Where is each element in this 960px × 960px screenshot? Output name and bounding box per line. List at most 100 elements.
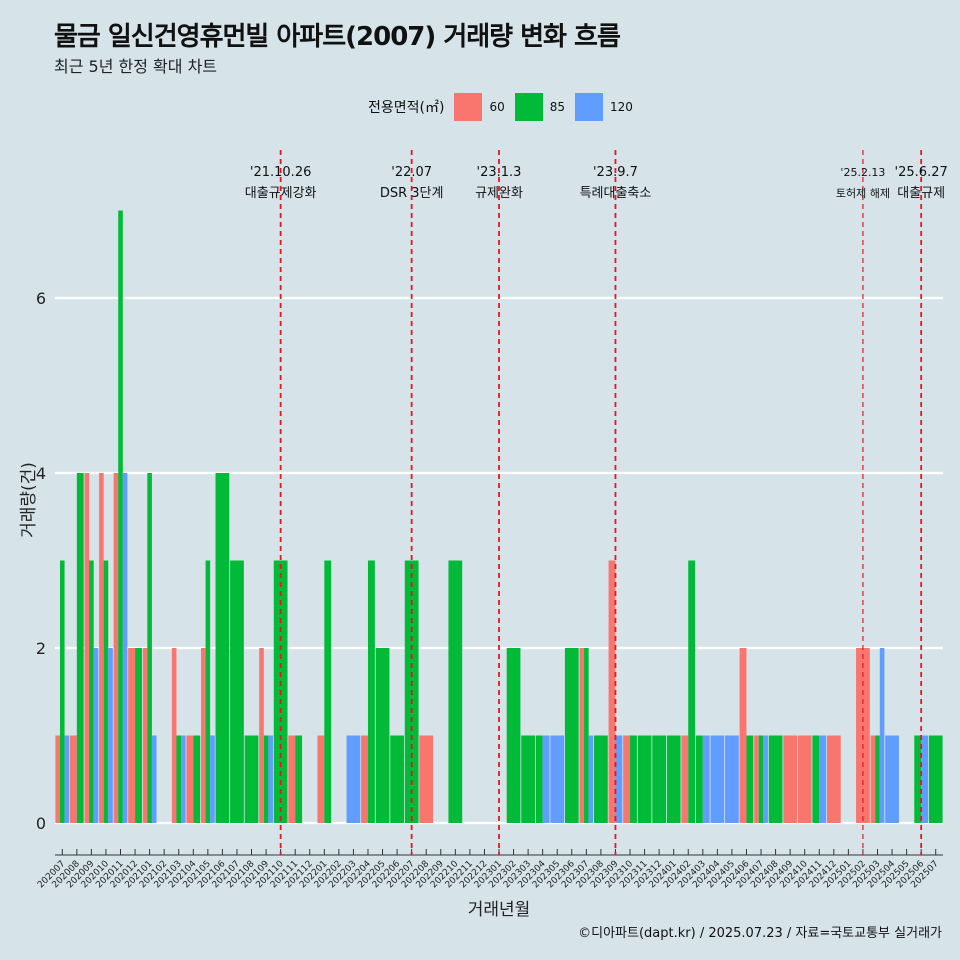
bar-85-202307 bbox=[584, 648, 589, 823]
x-axis-title: 거래년월 bbox=[468, 900, 531, 920]
bar-60-202101 bbox=[142, 648, 148, 823]
bar-85-202407 bbox=[758, 735, 764, 823]
annotation-date: '22.07 bbox=[391, 165, 432, 180]
bar-60-202402 bbox=[681, 735, 689, 823]
bar-60-202406 bbox=[739, 648, 747, 823]
bar-85-202007 bbox=[59, 560, 65, 823]
annotation-label: DSR 3단계 bbox=[380, 186, 444, 201]
annotation-date: '25.6.27 bbox=[895, 165, 948, 180]
annotation-date: '23.1.3 bbox=[477, 165, 522, 180]
legend-swatch-60 bbox=[454, 93, 483, 121]
bar-60-202104 bbox=[186, 735, 194, 823]
bar-120-202407 bbox=[763, 735, 768, 823]
bar-85-202204 bbox=[367, 560, 375, 823]
bar-120-202101 bbox=[151, 735, 157, 823]
bar-85-202403 bbox=[695, 735, 703, 823]
bar-60-202410 bbox=[797, 735, 812, 823]
annotation-date: '23.9.7 bbox=[593, 165, 638, 180]
bar-60-202011 bbox=[113, 473, 119, 823]
bar-60-202010 bbox=[99, 473, 104, 823]
bar-85-202108 bbox=[244, 735, 259, 823]
bar-85-202101 bbox=[147, 473, 152, 823]
annotation-label: 규제완화 bbox=[475, 186, 523, 201]
bar-120-202109 bbox=[268, 735, 273, 823]
bar-85-202303 bbox=[521, 735, 535, 823]
bar-85-202312 bbox=[652, 735, 667, 823]
bar-85-202308 bbox=[594, 735, 608, 823]
bar-85-202406 bbox=[746, 735, 754, 823]
bar-60-202503 bbox=[870, 735, 876, 823]
bar-120-202504 bbox=[885, 735, 899, 823]
bar-85-202201 bbox=[324, 560, 332, 823]
bar-120-202304 bbox=[542, 735, 550, 823]
bar-120-202007 bbox=[64, 735, 70, 823]
annotation-label: 대출규제 bbox=[897, 186, 945, 201]
bar-120-202405 bbox=[725, 735, 739, 823]
bar-60-202204 bbox=[361, 735, 368, 823]
legend-swatch-120 bbox=[575, 93, 604, 121]
y-tick-label: 6 bbox=[36, 289, 46, 308]
bar-85-202009 bbox=[89, 560, 94, 823]
bar-120-202309 bbox=[615, 735, 623, 823]
bar-120-202307 bbox=[588, 735, 594, 823]
bar-60-202412 bbox=[826, 735, 841, 823]
bar-85-202205 bbox=[375, 648, 390, 823]
bar-60-202309 bbox=[608, 560, 616, 823]
bar-85-202107 bbox=[230, 560, 244, 823]
bar-85-202507 bbox=[928, 735, 943, 823]
bar-60-202008 bbox=[69, 735, 77, 823]
legend-label-85: 85 bbox=[549, 100, 566, 114]
bar-85-202010 bbox=[103, 560, 109, 823]
bar-60-202109 bbox=[259, 648, 264, 823]
bar-60-202007 bbox=[55, 735, 60, 823]
legend: 전용면적(㎡) 60 85 120 bbox=[368, 93, 643, 121]
bar-120-202103 bbox=[181, 735, 186, 823]
legend-title: 전용면적(㎡) bbox=[368, 100, 445, 116]
bar-120-202305 bbox=[550, 735, 565, 823]
bar-120-202403 bbox=[702, 735, 710, 823]
bar-85-202503 bbox=[875, 735, 880, 823]
bar-60-202307 bbox=[579, 648, 585, 823]
bar-60-202409 bbox=[783, 735, 798, 823]
bar-60-202103 bbox=[171, 648, 177, 823]
bar-60-202201 bbox=[317, 735, 325, 823]
bar-85-202310 bbox=[630, 735, 637, 823]
annotation-label: 대출규제강화 bbox=[245, 186, 317, 201]
bar-85-202210 bbox=[448, 560, 463, 823]
bar-85-202103 bbox=[176, 735, 182, 823]
bar-85-202106 bbox=[215, 473, 230, 823]
bar-120-202503 bbox=[879, 648, 885, 823]
bar-60-202009 bbox=[84, 473, 90, 823]
annotation-label: 토허제 해제 bbox=[836, 186, 890, 200]
legend-label-60: 60 bbox=[489, 100, 505, 114]
bar-120-202011 bbox=[122, 473, 128, 823]
y-tick-label: 0 bbox=[36, 814, 46, 833]
bar-120-202506 bbox=[921, 735, 929, 823]
bar-120-202010 bbox=[108, 648, 113, 823]
bar-60-202208 bbox=[419, 735, 434, 823]
bar-85-202105 bbox=[205, 560, 211, 823]
y-tick-label: 4 bbox=[36, 464, 46, 483]
bar-85-202104 bbox=[193, 735, 201, 823]
bar-85-202304 bbox=[535, 735, 543, 823]
bar-85-202012 bbox=[135, 648, 142, 823]
bar-60-202111 bbox=[288, 735, 296, 823]
bar-85-202008 bbox=[76, 473, 84, 823]
chart-title: 물금 일신건영휴먼빌 아파트(2007) 거래량 변화 흐름 bbox=[54, 22, 621, 52]
bar-120-202105 bbox=[210, 735, 215, 823]
bar-85-202302 bbox=[506, 648, 521, 823]
bar-120-202411 bbox=[819, 735, 827, 823]
bar-85-202306 bbox=[564, 648, 579, 823]
legend-label-120: 120 bbox=[610, 100, 633, 114]
bar-85-202402 bbox=[688, 560, 696, 823]
legend-item-120: 120 bbox=[575, 93, 633, 121]
bar-85-202506 bbox=[914, 735, 922, 823]
bar-85-202411 bbox=[812, 735, 820, 823]
bar-85-202011 bbox=[118, 210, 123, 823]
legend-swatch-85 bbox=[514, 93, 543, 121]
bar-120-202009 bbox=[93, 648, 99, 823]
bar-60-202012 bbox=[128, 648, 136, 823]
source-caption: ©디아파트(dapt.kr) / 2025.07.23 / 자료=국토교통부 실… bbox=[578, 926, 942, 941]
bar-120-202203 bbox=[346, 735, 361, 823]
